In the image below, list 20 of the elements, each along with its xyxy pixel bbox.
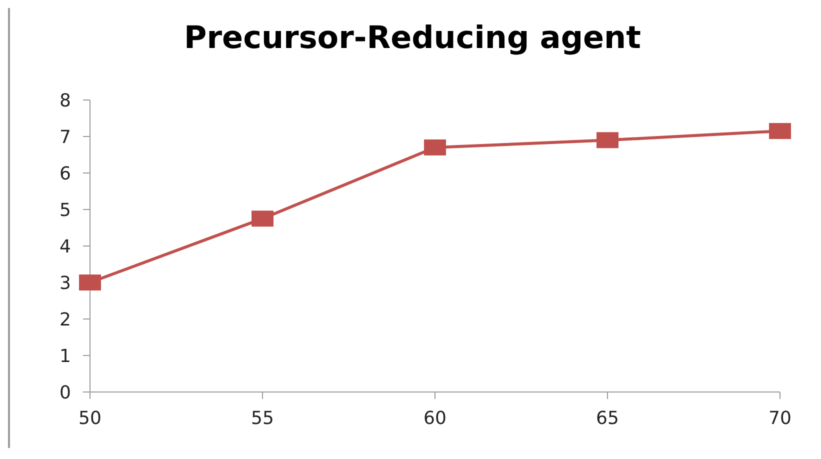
y-tick-label: 3 bbox=[60, 272, 71, 294]
y-tick-label: 2 bbox=[60, 309, 71, 330]
x-tick-label: 70 bbox=[768, 408, 792, 429]
x-tick-label: 50 bbox=[78, 408, 102, 429]
point bbox=[424, 139, 446, 156]
point bbox=[252, 210, 274, 227]
y-tick-label: 6 bbox=[60, 163, 71, 184]
y-tick-label: 8 bbox=[60, 90, 71, 112]
y-tick-label: 4 bbox=[60, 236, 71, 258]
y-tick-label: 7 bbox=[60, 126, 71, 148]
point bbox=[596, 132, 618, 148]
chart-title: Precursor-Reducing agent bbox=[183, 20, 642, 56]
point bbox=[79, 274, 101, 290]
x-tick-label: 55 bbox=[251, 408, 274, 429]
y-tick-label: 0 bbox=[60, 382, 71, 404]
x-tick-label: 65 bbox=[596, 408, 619, 429]
x-tick-label: 60 bbox=[424, 408, 446, 429]
y-tick-label: 1 bbox=[60, 346, 71, 367]
y-tick-label: 5 bbox=[60, 200, 71, 221]
point bbox=[769, 123, 791, 140]
